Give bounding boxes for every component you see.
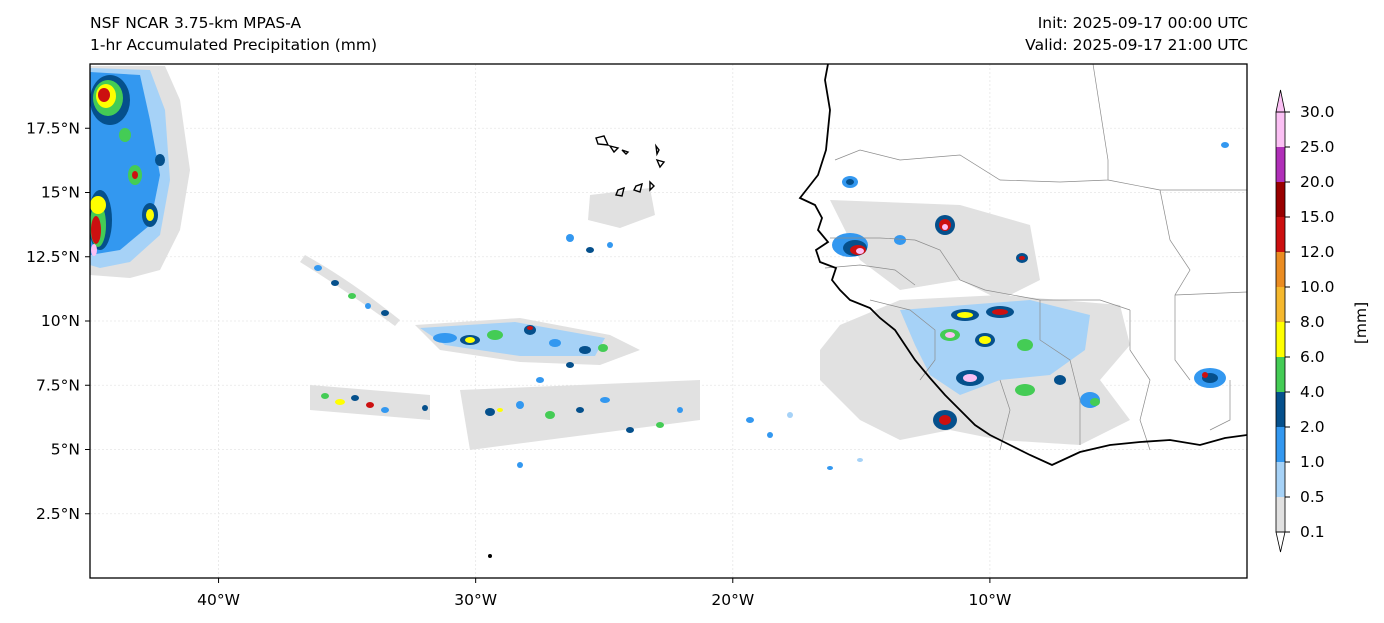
precip-cluster-west: [90, 66, 190, 278]
colorbar-tick-label: 12.0: [1300, 243, 1335, 261]
lon-tick-label: 20°W: [711, 591, 754, 609]
precipitation-field: [90, 66, 1229, 558]
title-block: NSF NCAR 3.75-km MPAS-A 1-hr Accumulated…: [90, 12, 377, 56]
init-time: Init: 2025-09-17 00:00 UTC: [1037, 14, 1248, 32]
colorbar-segment: [1276, 112, 1285, 147]
colorbar-segment: [1276, 357, 1285, 392]
cape-verde-islands: [595, 135, 666, 197]
colorbar-segment: [1276, 497, 1285, 532]
lat-tick-label: 5°N: [51, 441, 80, 459]
colorbar-tick-label: 0.1: [1300, 523, 1325, 541]
lat-tick-label: 10°N: [41, 312, 80, 330]
field-title: 1-hr Accumulated Precipitation (mm): [90, 36, 377, 54]
colorbar-segment: [1276, 462, 1285, 497]
colorbar-extend-max: [1275, 89, 1286, 113]
colorbar-tick-label: 20.0: [1300, 173, 1335, 191]
colorbar: 0.1 0.5 1.0 2.0 4.0 6.0 8.0 10.0 12.0 15.0 20.0 25.…: [1275, 89, 1335, 553]
precip-band-arc: [300, 255, 400, 326]
lon-tick-label: 40°W: [197, 591, 240, 609]
colorbar-extend-min: [1275, 531, 1286, 553]
colorbar-tick-label: 2.0: [1300, 418, 1325, 436]
precip-band-10n: [415, 318, 640, 365]
colorbar-tick-label: 8.0: [1300, 313, 1325, 331]
colorbar-segment: [1276, 182, 1285, 217]
colorbar-segment: [1276, 322, 1285, 357]
lat-tick-label: 2.5°N: [36, 505, 80, 523]
precip-cape-verde: [566, 188, 655, 253]
colorbar-tick-label: 15.0: [1300, 208, 1335, 226]
colorbar-tick-label: 25.0: [1300, 138, 1335, 156]
country-borders: [824, 64, 1247, 451]
colorbar-tick-label: 6.0: [1300, 348, 1325, 366]
colorbar-tick-label: 4.0: [1300, 383, 1325, 401]
lon-tick-label: 10°W: [968, 591, 1011, 609]
precip-south-cells: [310, 362, 863, 558]
colorbar-segment: [1276, 287, 1285, 322]
map-content: [90, 64, 1247, 578]
colorbar-segment: [1276, 217, 1285, 252]
colorbar-segment: [1276, 392, 1285, 427]
lat-tick-label: 7.5°N: [36, 376, 80, 394]
lat-tick-label: 12.5°N: [26, 248, 80, 266]
lon-tick-label: 30°W: [454, 591, 497, 609]
time-block: Init: 2025-09-17 00:00 UTC Valid: 2025-0…: [1025, 12, 1248, 56]
colorbar-tick-label: 10.0: [1300, 278, 1335, 296]
valid-time: Valid: 2025-09-17 21:00 UTC: [1025, 36, 1248, 54]
colorbar-tick-label: 30.0: [1300, 103, 1335, 121]
colorbar-tick-label: 0.5: [1300, 488, 1325, 506]
lat-tick-label: 15°N: [41, 184, 80, 202]
colorbar-label: [mm]: [1352, 302, 1370, 344]
colorbar-tick-label: 1.0: [1300, 453, 1325, 471]
lat-tick-label: 17.5°N: [26, 119, 80, 137]
coastline: [798, 64, 1247, 466]
model-title: NSF NCAR 3.75-km MPAS-A: [90, 14, 302, 32]
colorbar-segment: [1276, 427, 1285, 462]
colorbar-segment: [1276, 252, 1285, 287]
latitude-axis: 17.5°N 15°N 12.5°N 10°N 7.5°N 5°N 2.5°N: [26, 119, 90, 523]
colorbar-segment: [1276, 147, 1285, 182]
longitude-axis: 40°W 30°W 20°W 10°W: [197, 578, 1011, 609]
